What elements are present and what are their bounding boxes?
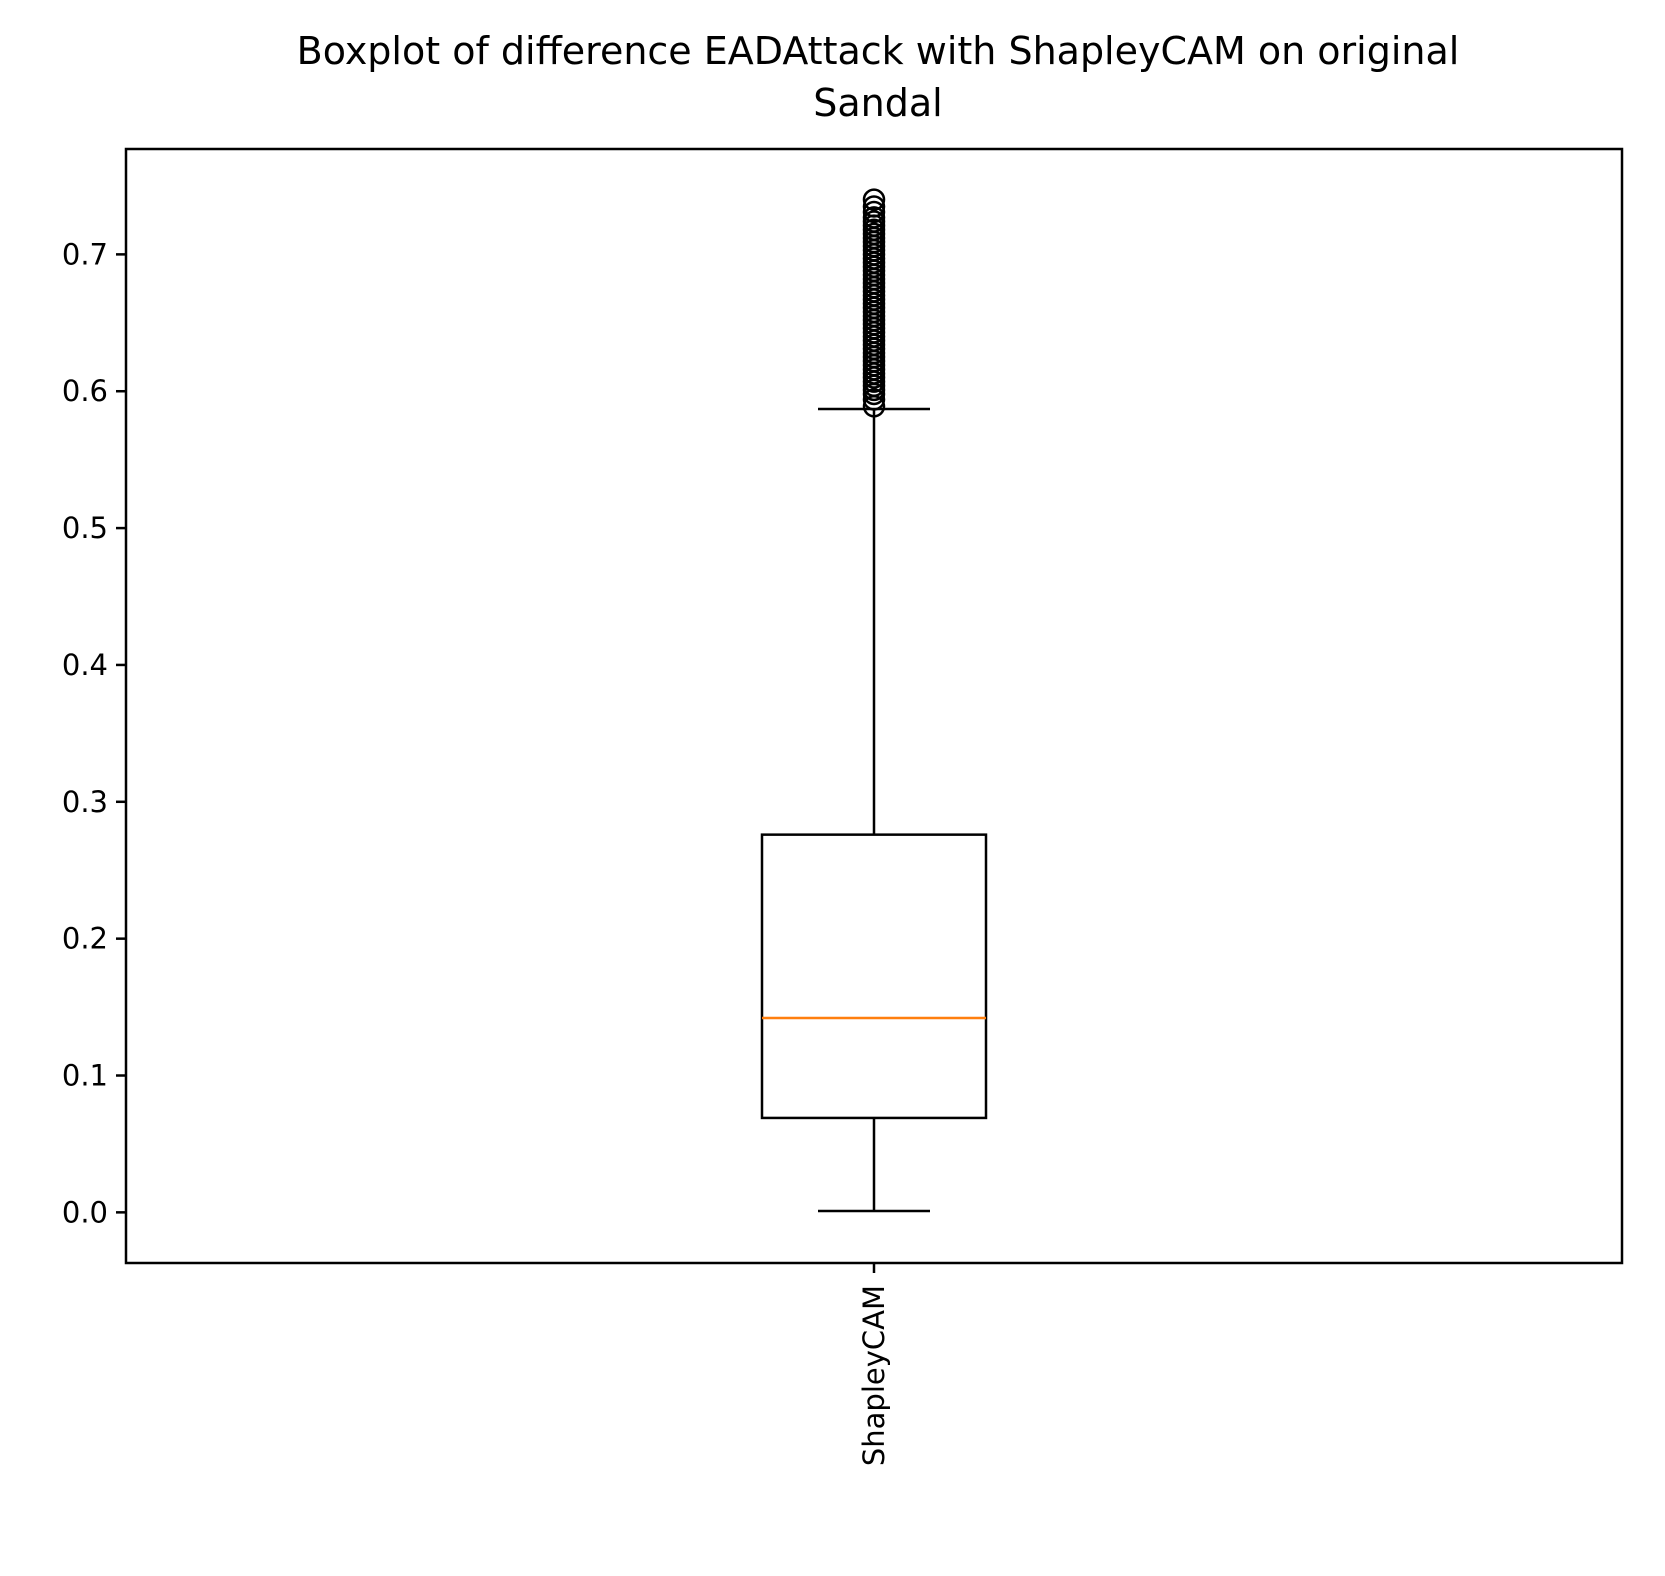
iqr-box [760, 833, 988, 1120]
y-tick-label: 0.2 [62, 922, 108, 956]
chart-title-line-1: Boxplot of difference EADAttack with Sha… [297, 29, 1460, 73]
outlier-point [862, 206, 886, 229]
chart-title-line-2: Sandal [813, 81, 942, 125]
outlier-point [862, 188, 886, 211]
outlier-point [862, 195, 886, 218]
y-tick-label: 0.7 [62, 237, 108, 271]
y-tick-label: 0.6 [62, 374, 108, 408]
y-tick-label: 0.3 [62, 785, 108, 819]
x-tick-label: ShapleyCAM [857, 1285, 891, 1466]
y-tick-label: 0.4 [62, 648, 108, 682]
y-tick-label: 0.1 [62, 1059, 108, 1093]
plot-area: 0.0 0.1 0.2 0.3 0.4 0.5 0.6 0.7 ShapleyCAM [62, 147, 1624, 1466]
outlier-point [862, 388, 886, 411]
y-tick-label: 0.5 [62, 511, 108, 545]
y-tick-label: 0.0 [62, 1195, 108, 1229]
outlier-point [862, 200, 886, 224]
